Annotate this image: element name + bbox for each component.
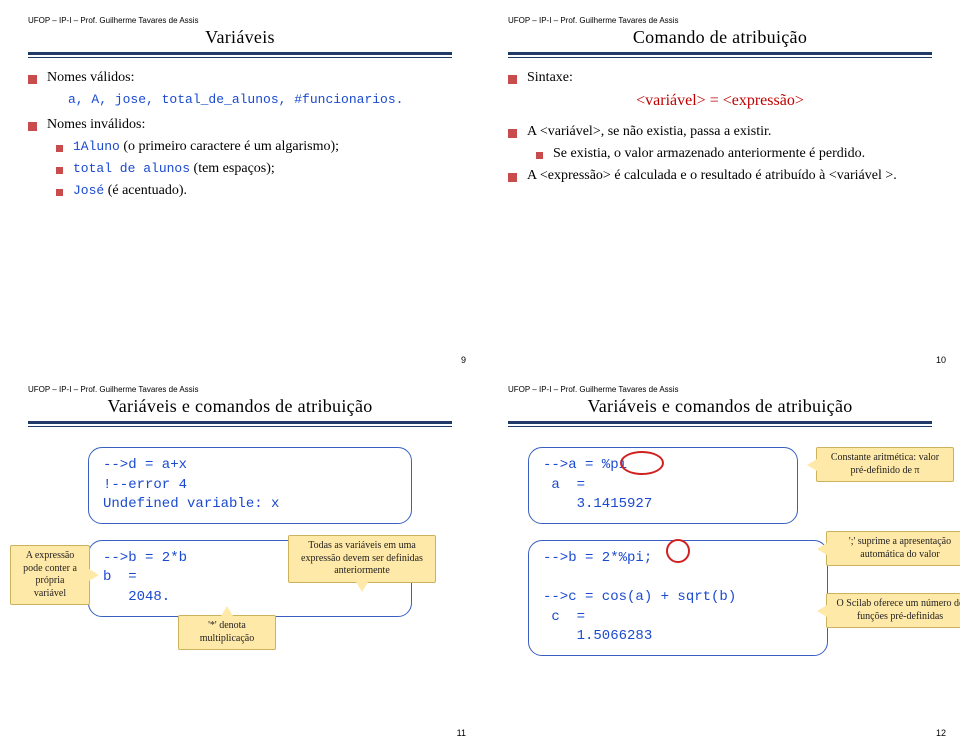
page-number: 11	[457, 728, 466, 738]
page-number: 12	[936, 728, 946, 738]
bullet-invalid: Nomes inválidos:	[28, 117, 452, 133]
valid-names: a, A, jose, total_de_alunos, #funcionari…	[68, 92, 452, 107]
slide-header: UFOP – IP-I – Prof. Guilherme Tavares de…	[28, 16, 452, 25]
callout-functions: O Scilab oferece um número de funções pr…	[826, 593, 960, 628]
invalid-1-code: 1Aluno	[73, 139, 120, 154]
callout-semicolon: ';' suprime a apresentação automática do…	[826, 531, 960, 566]
title-rule	[28, 52, 452, 58]
invalid-3-desc: (é acentuado).	[104, 183, 187, 198]
slide-title: Variáveis	[28, 27, 452, 48]
bullet-exprcalc: A <expressão> é calculada e o resultado …	[508, 168, 932, 184]
title-rule	[508, 52, 932, 58]
callout-defined-before: Todas as variáveis em uma expressão deve…	[288, 535, 436, 583]
slide-header: UFOP – IP-I – Prof. Guilherme Tavares de…	[508, 385, 932, 394]
code-box-1: -->d = a+x !--error 4 Undefined variable…	[88, 447, 412, 524]
bullet-syntax: Sintaxe:	[508, 70, 932, 86]
bullet-varcreate: A <variável>, se não existia, passa a ex…	[508, 124, 932, 140]
page-number: 10	[936, 355, 946, 365]
callout-own-variable: A expressão pode conter a própria variáv…	[10, 545, 90, 605]
invalid-3-code: José	[73, 183, 104, 198]
slide-9: UFOP – IP-I – Prof. Guilherme Tavares de…	[0, 0, 480, 373]
invalid-2-desc: (tem espaços);	[190, 161, 275, 176]
callout-multiply: '*' denota multiplicação	[178, 615, 276, 650]
text-varoverwrite: Se existia, o valor armazenado anteriorm…	[553, 146, 865, 162]
slide-header: UFOP – IP-I – Prof. Guilherme Tavares de…	[28, 385, 452, 394]
bullet-valid: Nomes válidos:	[28, 70, 452, 86]
callout-pi-constant: Constante aritmética: valor pré-definido…	[816, 447, 954, 482]
slide-12: UFOP – IP-I – Prof. Guilherme Tavares de…	[480, 373, 960, 746]
slide-title: Variáveis e comandos de atribuição	[28, 396, 452, 417]
bullet-varoverwrite: Se existia, o valor armazenado anteriorm…	[536, 146, 932, 162]
syntax-expression: <variável> = <expressão>	[508, 92, 932, 110]
slide-10: UFOP – IP-I – Prof. Guilherme Tavares de…	[480, 0, 960, 373]
invalid-1-desc: (o primeiro caractere é um algarismo);	[120, 139, 339, 154]
invalid-3: José (é acentuado).	[56, 183, 452, 199]
text-varcreate: A <variável>, se não existia, passa a ex…	[527, 124, 771, 140]
invalid-2-code: total de alunos	[73, 161, 190, 176]
slide-header: UFOP – IP-I – Prof. Guilherme Tavares de…	[508, 16, 932, 25]
page-number: 9	[461, 355, 466, 365]
slide-11: UFOP – IP-I – Prof. Guilherme Tavares de…	[0, 373, 480, 746]
title-rule	[28, 421, 452, 427]
code-box-2: -->b = 2*%pi; -->c = cos(a) + sqrt(b) c …	[528, 540, 828, 656]
invalid-2: total de alunos (tem espaços);	[56, 161, 452, 177]
title-rule	[508, 421, 932, 427]
slide-title: Comando de atribuição	[508, 27, 932, 48]
text-invalid: Nomes inválidos:	[47, 117, 145, 133]
slide-title: Variáveis e comandos de atribuição	[508, 396, 932, 417]
text-syntax: Sintaxe:	[527, 70, 573, 86]
text-valid: Nomes válidos:	[47, 70, 135, 86]
text-exprcalc: A <expressão> é calculada e o resultado …	[527, 168, 897, 184]
code-box-1: -->a = %pi a = 3.1415927	[528, 447, 798, 524]
invalid-1: 1Aluno (o primeiro caractere é um algari…	[56, 139, 452, 155]
